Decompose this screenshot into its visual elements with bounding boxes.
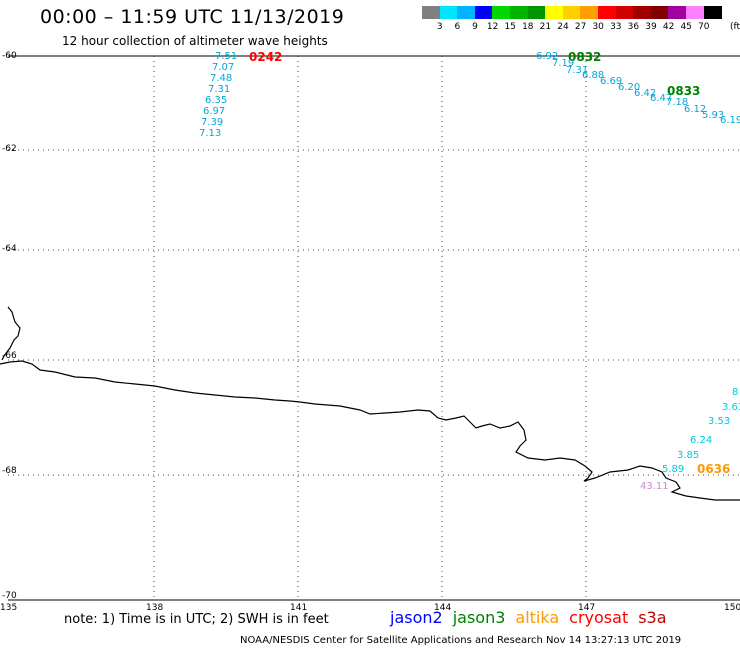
scale-label: 27 bbox=[574, 22, 587, 32]
scale-label: 3 bbox=[436, 22, 443, 32]
wave-height-value: 6.19 bbox=[720, 115, 740, 126]
wave-height-value: 3.63 bbox=[722, 402, 740, 413]
scale-label: 33 bbox=[610, 22, 622, 32]
longitude-label: 144 bbox=[434, 603, 452, 613]
scale-swatch bbox=[562, 6, 581, 19]
latitude-label: -64 bbox=[2, 244, 17, 254]
longitude-label: 135 bbox=[0, 603, 18, 613]
scale-label: 70 bbox=[698, 22, 710, 32]
scale-swatch bbox=[633, 6, 652, 19]
latitude-label: -70 bbox=[2, 591, 17, 601]
scale-label: 30 bbox=[592, 22, 604, 32]
scale-label: 9 bbox=[472, 22, 478, 32]
scale-unit: (ft) bbox=[730, 22, 740, 32]
wave-height-value: 7.51 bbox=[215, 51, 238, 62]
wave-height-value: 7.39 bbox=[201, 117, 224, 128]
scale-swatch bbox=[457, 6, 476, 19]
scale-label: 36 bbox=[627, 22, 640, 32]
wave-height-value: 7.07 bbox=[212, 62, 235, 73]
antarctic-coastline bbox=[0, 306, 740, 501]
longitude-label: 150 bbox=[724, 603, 740, 613]
track-time-label: 0636 bbox=[697, 462, 731, 476]
latitude-label: -66 bbox=[2, 351, 17, 361]
scale-label: 12 bbox=[486, 22, 499, 32]
longitude-label: 141 bbox=[290, 603, 308, 613]
wave-height-value: 8 bbox=[732, 387, 739, 398]
satellite-name: altika bbox=[515, 608, 560, 627]
satellite-name: s3a bbox=[638, 608, 667, 627]
scale-swatch bbox=[492, 6, 511, 19]
wave-height-value: 6.42 bbox=[634, 88, 657, 99]
wave-height-value: 6.88 bbox=[582, 70, 605, 81]
satellite-legend: jason2 jason3 altika cryosat s3a bbox=[390, 608, 677, 627]
wave-height-value: 3.85 bbox=[677, 450, 700, 461]
scale-swatch bbox=[422, 6, 441, 19]
wave-height-value: 7.48 bbox=[210, 73, 233, 84]
scale-label: 21 bbox=[539, 22, 552, 32]
track-time-label: 0242 bbox=[249, 50, 283, 64]
wave-height-value: 6.35 bbox=[205, 95, 228, 106]
scale-swatch bbox=[527, 6, 546, 19]
scale-label: 15 bbox=[504, 22, 516, 32]
scale-label: 39 bbox=[645, 22, 657, 32]
wave-height-value: 6.24 bbox=[690, 435, 713, 446]
scale-swatch bbox=[474, 6, 493, 19]
wave-height-value: 7.31 bbox=[566, 65, 589, 76]
latitude-label: -60 bbox=[2, 51, 17, 61]
wave-height-value: 6.12 bbox=[684, 104, 707, 115]
wave-height-value: 6.97 bbox=[203, 106, 226, 117]
map-subtitle: 12 hour collection of altimeter wave hei… bbox=[62, 34, 328, 48]
longitude-label: 138 bbox=[146, 603, 164, 613]
track-time-label: 0832 bbox=[568, 50, 602, 64]
wave-height-value: 6.69 bbox=[600, 76, 623, 87]
wave-height-value: 7.13 bbox=[199, 128, 222, 139]
wave-height-value: 6.47 bbox=[650, 93, 673, 104]
scale-label: 24 bbox=[557, 22, 569, 32]
scale-label: 18 bbox=[522, 22, 534, 32]
scale-label: 6 bbox=[454, 22, 461, 32]
scale-swatch bbox=[615, 6, 634, 19]
scale-swatch bbox=[510, 6, 529, 19]
scale-swatch bbox=[598, 6, 617, 19]
footer-credit: NOAA/NESDIS Center for Satellite Applica… bbox=[240, 635, 682, 646]
scale-label: 45 bbox=[680, 22, 692, 32]
wave-height-value: 5.93 bbox=[702, 110, 725, 121]
scale-swatch bbox=[650, 6, 669, 19]
scale-swatch bbox=[580, 6, 599, 19]
map-title: 00:00 – 11:59 UTC 11/13/2019 bbox=[40, 6, 345, 28]
scale-swatch bbox=[439, 6, 458, 19]
latitude-label: -68 bbox=[2, 466, 17, 476]
scale-swatch bbox=[703, 6, 722, 19]
longitude-label: 147 bbox=[578, 603, 596, 613]
scale-swatch bbox=[686, 6, 705, 19]
wave-height-value: 6.92 bbox=[536, 51, 559, 62]
wave-height-value: 6.20 bbox=[618, 82, 641, 93]
track-time-label: 0833 bbox=[667, 84, 701, 98]
wave-height-value: 3.53 bbox=[708, 416, 731, 427]
satellite-name: jason3 bbox=[452, 608, 506, 627]
scale-swatch bbox=[545, 6, 564, 19]
satellite-name: jason2 bbox=[390, 608, 443, 627]
wave-height-value: 43.11 bbox=[640, 481, 669, 492]
wave-height-value: 7.18 bbox=[666, 97, 689, 108]
wave-height-value: 7.31 bbox=[208, 84, 231, 95]
scale-swatch bbox=[668, 6, 687, 19]
wave-height-value: 5.89 bbox=[662, 464, 685, 475]
latitude-label: -62 bbox=[2, 144, 17, 154]
footer-note: note: 1) Time is in UTC; 2) SWH is in fe… bbox=[64, 612, 329, 627]
grid-lines bbox=[8, 56, 740, 600]
scale-label: 42 bbox=[662, 22, 675, 32]
wave-height-value: 7.19 bbox=[552, 58, 575, 69]
satellite-name: cryosat bbox=[569, 608, 629, 627]
